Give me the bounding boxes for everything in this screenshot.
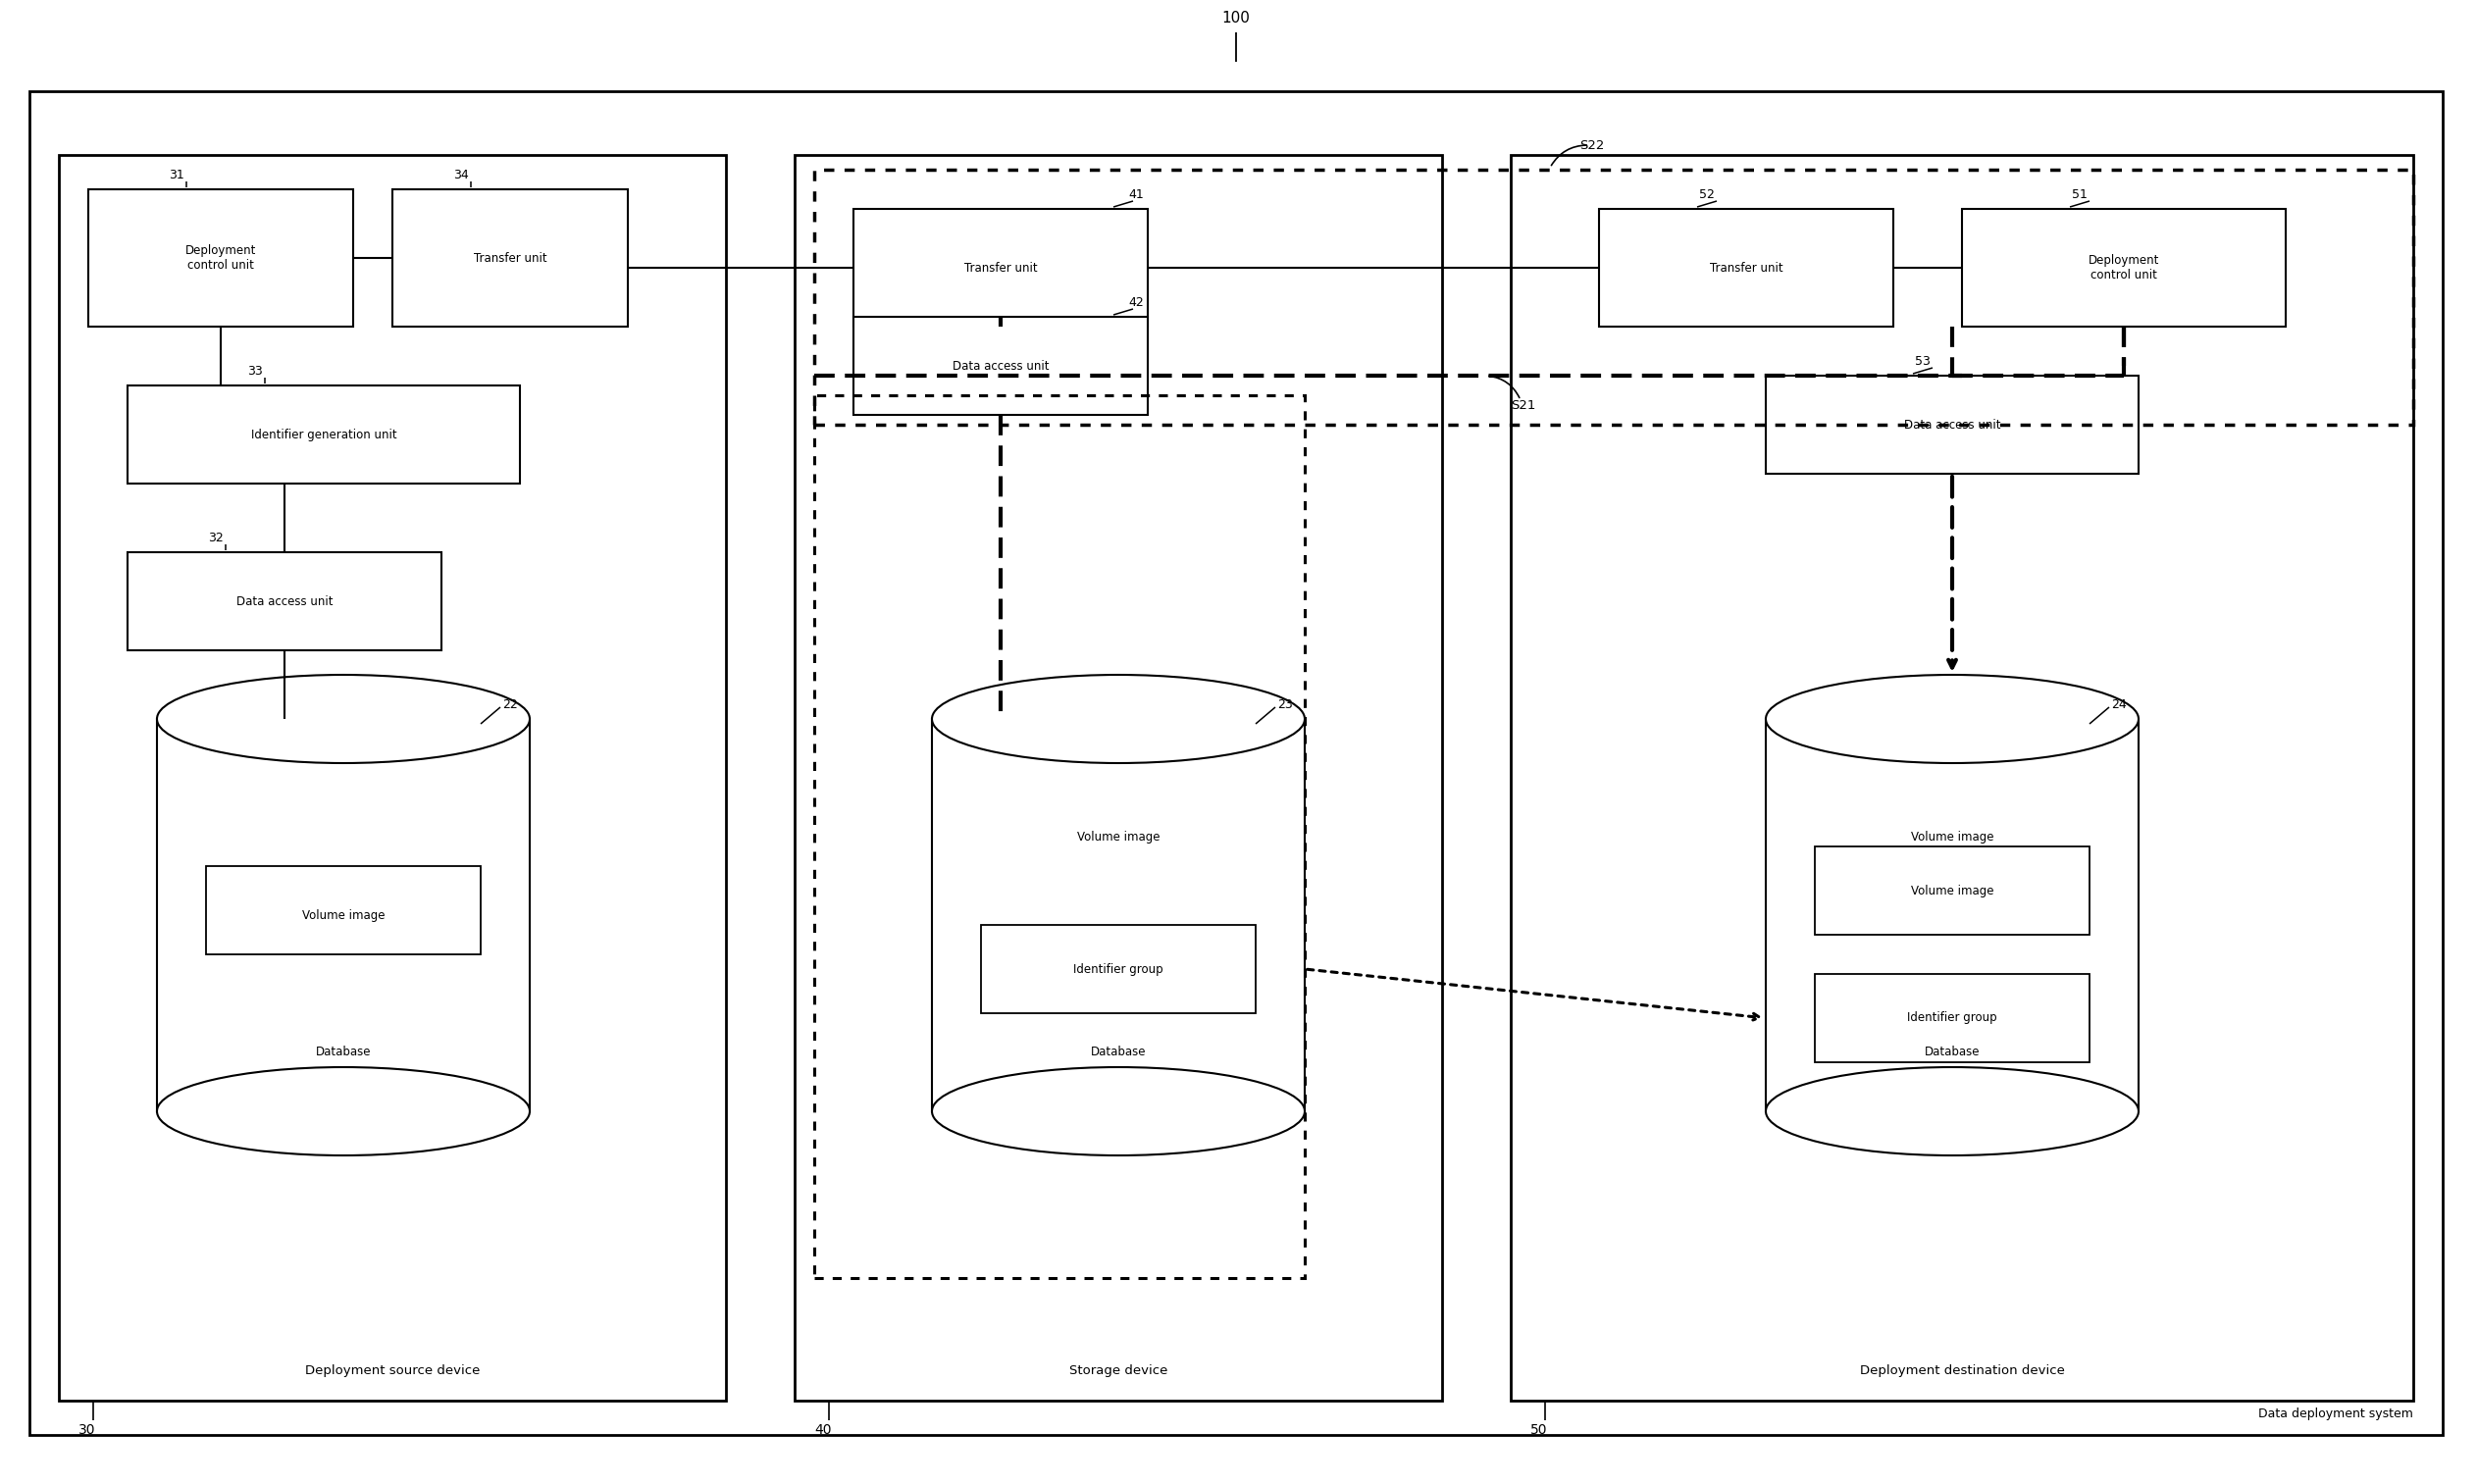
Text: 52: 52 bbox=[1699, 188, 1714, 200]
Text: Transfer unit: Transfer unit bbox=[1709, 261, 1783, 275]
Ellipse shape bbox=[931, 1067, 1305, 1156]
Bar bbox=[815, 395, 1305, 1278]
Bar bbox=[1600, 209, 1892, 326]
Text: Data access unit: Data access unit bbox=[1905, 418, 2001, 430]
Text: 51: 51 bbox=[2071, 188, 2088, 200]
Text: 100: 100 bbox=[1221, 10, 1251, 25]
Bar bbox=[126, 386, 520, 484]
Text: Transfer unit: Transfer unit bbox=[964, 261, 1038, 275]
Text: 41: 41 bbox=[1127, 188, 1144, 200]
Text: 40: 40 bbox=[815, 1423, 832, 1437]
Text: Deployment
control unit: Deployment control unit bbox=[186, 245, 255, 272]
Text: Deployment
control unit: Deployment control unit bbox=[2088, 254, 2160, 282]
Bar bbox=[156, 718, 530, 1112]
Text: 31: 31 bbox=[168, 168, 183, 181]
Bar bbox=[795, 154, 1442, 1401]
Text: 34: 34 bbox=[453, 168, 468, 181]
Text: Database: Database bbox=[315, 1046, 372, 1058]
Bar bbox=[89, 190, 354, 326]
Text: 22: 22 bbox=[503, 697, 518, 711]
Ellipse shape bbox=[156, 675, 530, 763]
Bar bbox=[1816, 846, 2091, 935]
Text: Transfer unit: Transfer unit bbox=[473, 252, 547, 264]
Bar bbox=[1766, 375, 2138, 473]
Text: Identifier generation unit: Identifier generation unit bbox=[250, 427, 396, 441]
Bar bbox=[126, 552, 441, 650]
Bar bbox=[1962, 209, 2286, 326]
Text: 53: 53 bbox=[1915, 355, 1930, 368]
Text: Data access unit: Data access unit bbox=[951, 359, 1048, 372]
Bar bbox=[855, 316, 1147, 416]
Text: Identifier group: Identifier group bbox=[1073, 963, 1164, 975]
Ellipse shape bbox=[1766, 675, 2138, 763]
Text: Deployment source device: Deployment source device bbox=[305, 1365, 481, 1377]
Bar bbox=[1816, 974, 2091, 1063]
Text: Volume image: Volume image bbox=[302, 908, 384, 922]
Bar bbox=[855, 209, 1147, 326]
Text: S21: S21 bbox=[1511, 399, 1536, 411]
Ellipse shape bbox=[156, 1067, 530, 1156]
Text: 24: 24 bbox=[2110, 697, 2128, 711]
Text: 50: 50 bbox=[1531, 1423, 1548, 1437]
Bar bbox=[931, 718, 1305, 1112]
Ellipse shape bbox=[1766, 1067, 2138, 1156]
Text: 23: 23 bbox=[1278, 697, 1293, 711]
Bar bbox=[1766, 718, 2138, 1112]
Bar bbox=[981, 925, 1256, 1014]
Text: Identifier group: Identifier group bbox=[1907, 1012, 1996, 1024]
Text: 30: 30 bbox=[79, 1423, 97, 1437]
Text: Data access unit: Data access unit bbox=[235, 595, 332, 607]
Bar bbox=[391, 190, 627, 326]
Text: Volume image: Volume image bbox=[1077, 830, 1159, 843]
Text: Volume image: Volume image bbox=[1910, 884, 1994, 896]
Bar bbox=[59, 154, 726, 1401]
Text: Deployment destination device: Deployment destination device bbox=[1860, 1365, 2063, 1377]
Text: Database: Database bbox=[1925, 1046, 1979, 1058]
Text: Storage device: Storage device bbox=[1070, 1365, 1167, 1377]
Text: S22: S22 bbox=[1580, 139, 1605, 151]
Text: Database: Database bbox=[1090, 1046, 1147, 1058]
Bar bbox=[206, 867, 481, 954]
Text: 33: 33 bbox=[248, 365, 263, 377]
Bar bbox=[815, 169, 2413, 424]
Ellipse shape bbox=[931, 675, 1305, 763]
Bar bbox=[1511, 154, 2413, 1401]
Text: 42: 42 bbox=[1127, 295, 1144, 309]
Text: Volume image: Volume image bbox=[1910, 830, 1994, 843]
Text: Data deployment system: Data deployment system bbox=[2259, 1407, 2413, 1420]
Text: 32: 32 bbox=[208, 531, 223, 543]
